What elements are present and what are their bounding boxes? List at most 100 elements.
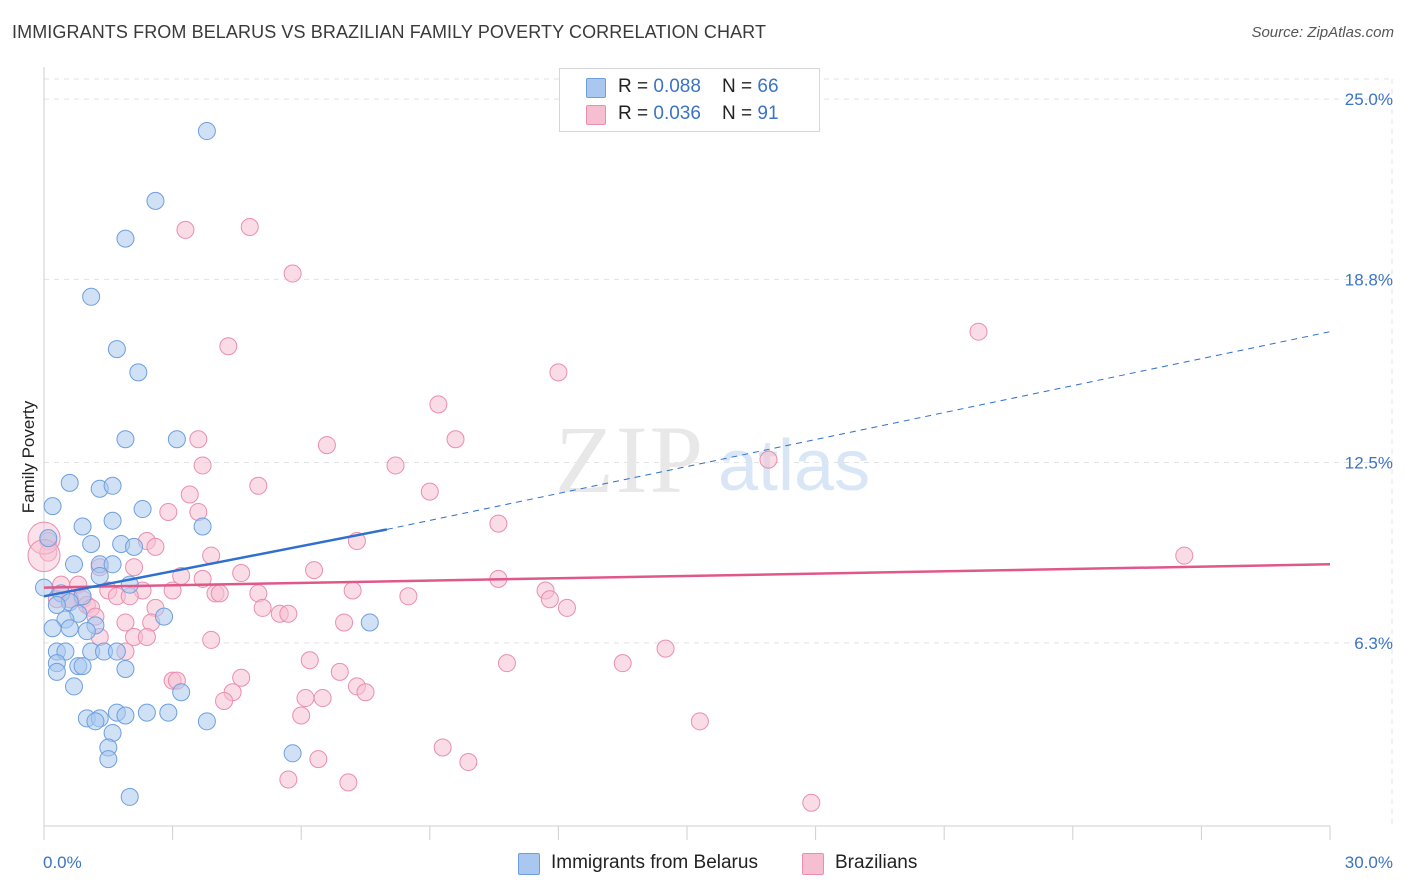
- belarus-point: [125, 537, 144, 556]
- brazilians-point: [549, 363, 568, 382]
- legend-n-label-brazilians: N =: [722, 103, 758, 124]
- brazilians-point: [146, 537, 165, 556]
- belarus-points: [35, 122, 379, 806]
- brazilians-point: [399, 587, 418, 606]
- y-tick-label: 18.8%: [1345, 270, 1393, 289]
- belarus-point: [99, 750, 118, 769]
- belarus-point: [116, 659, 135, 678]
- axes: [43, 67, 1331, 840]
- legend-r-label-belarus: R =: [618, 76, 654, 97]
- brazilians-point: [1175, 546, 1194, 565]
- brazilians-point: [969, 322, 988, 341]
- belarus-point: [47, 596, 66, 615]
- legend-swatch-brazilians: [586, 105, 606, 125]
- brazilians-point: [446, 430, 465, 449]
- belarus-point: [60, 473, 79, 492]
- belarus-point: [116, 706, 135, 725]
- brazilians-point: [253, 598, 272, 617]
- brazilians-point: [193, 456, 212, 475]
- belarus-trend-line: [43, 528, 388, 598]
- belarus-point: [39, 529, 58, 548]
- x-tick-label-max: 30.0%: [1345, 853, 1393, 872]
- legend-n-value-brazilians: 91: [757, 103, 779, 124]
- brazilians-point: [356, 683, 375, 702]
- brazilians-point: [176, 220, 195, 239]
- brazilians-point: [215, 691, 234, 710]
- brazilians-point: [193, 569, 212, 588]
- belarus-point: [133, 500, 152, 519]
- brazilians-point: [557, 598, 576, 617]
- brazilians-point: [210, 584, 229, 603]
- belarus-point: [172, 683, 191, 702]
- belarus-point: [197, 122, 216, 141]
- brazilians-point: [309, 750, 328, 769]
- trend-lines: [43, 331, 1331, 598]
- belarus-point: [155, 607, 174, 626]
- belarus-point: [116, 229, 135, 248]
- watermark: ZIP atlas: [555, 406, 870, 513]
- brazilians-point: [249, 476, 268, 495]
- belarus-point: [82, 534, 101, 553]
- legend-swatch-belarus: [586, 78, 606, 98]
- brazilians-point: [296, 689, 315, 708]
- y-tick-label: 25.0%: [1345, 90, 1393, 109]
- belarus-point: [86, 712, 105, 731]
- brazilians-point: [137, 628, 156, 646]
- belarus-point: [197, 712, 216, 731]
- brazilians-point: [540, 590, 559, 609]
- y-tick-label: 6.3%: [1354, 634, 1393, 653]
- brazilians-point: [386, 456, 405, 475]
- brazilians-point: [279, 770, 298, 789]
- brazilians-point: [116, 613, 135, 632]
- belarus-point: [167, 430, 186, 449]
- legend-r-value-brazilians: 0.036: [653, 103, 701, 124]
- bottom-legend-swatch-belarus: [518, 853, 540, 875]
- belarus-point: [146, 191, 165, 210]
- belarus-point: [107, 642, 126, 661]
- brazilians-point: [202, 630, 221, 649]
- belarus-point: [103, 511, 122, 530]
- legend-n-label-belarus: N =: [722, 76, 758, 97]
- bottom-legend-label-brazilians: Brazilians: [835, 852, 918, 873]
- belarus-point: [47, 662, 66, 681]
- tick-labels: 6.3% 12.5% 18.8% 25.0% 0.0% 30.0%: [43, 90, 1393, 872]
- belarus-point: [82, 287, 101, 306]
- brazilians-point: [125, 558, 144, 577]
- brazilians-point: [313, 689, 332, 708]
- legend-r-value-belarus: 0.088: [653, 76, 701, 97]
- brazilians-point: [497, 654, 516, 673]
- brazilians-point: [232, 564, 251, 583]
- belarus-point: [65, 677, 84, 696]
- belarus-point: [116, 430, 135, 449]
- brazilians-point: [339, 773, 358, 792]
- brazilians-point: [317, 436, 336, 455]
- belarus-point: [193, 517, 212, 536]
- source-label: Source: ZipAtlas.com: [1251, 24, 1394, 41]
- belarus-point: [73, 657, 92, 676]
- belarus-point: [137, 703, 156, 722]
- brazilians-point: [459, 753, 478, 772]
- belarus-point: [107, 340, 126, 359]
- correlation-legend: R = 0.088 N = 66 R = 0.036 N = 91: [559, 68, 820, 132]
- brazilians-point: [802, 793, 821, 812]
- brazilians-point: [283, 264, 302, 283]
- bottom-legend-swatch-brazilians: [802, 853, 824, 875]
- belarus-point: [283, 744, 302, 763]
- legend-n-value-belarus: 66: [757, 76, 779, 97]
- brazilians-point: [292, 706, 311, 725]
- belarus-point: [360, 613, 379, 632]
- brazilians-trend-line: [43, 563, 1331, 589]
- legend-r-label-brazilians: R =: [618, 103, 654, 124]
- brazilians-point: [656, 639, 675, 658]
- x-tick-label-min: 0.0%: [43, 853, 82, 872]
- belarus-point: [103, 555, 122, 574]
- belarus-point: [65, 555, 84, 574]
- belarus-point: [60, 619, 79, 638]
- brazilians-point: [189, 430, 208, 449]
- belarus-point: [73, 517, 92, 536]
- belarus-point: [159, 703, 178, 722]
- brazilians-point: [159, 502, 178, 521]
- belarus-point: [103, 476, 122, 495]
- watermark-zip: ZIP: [555, 406, 705, 513]
